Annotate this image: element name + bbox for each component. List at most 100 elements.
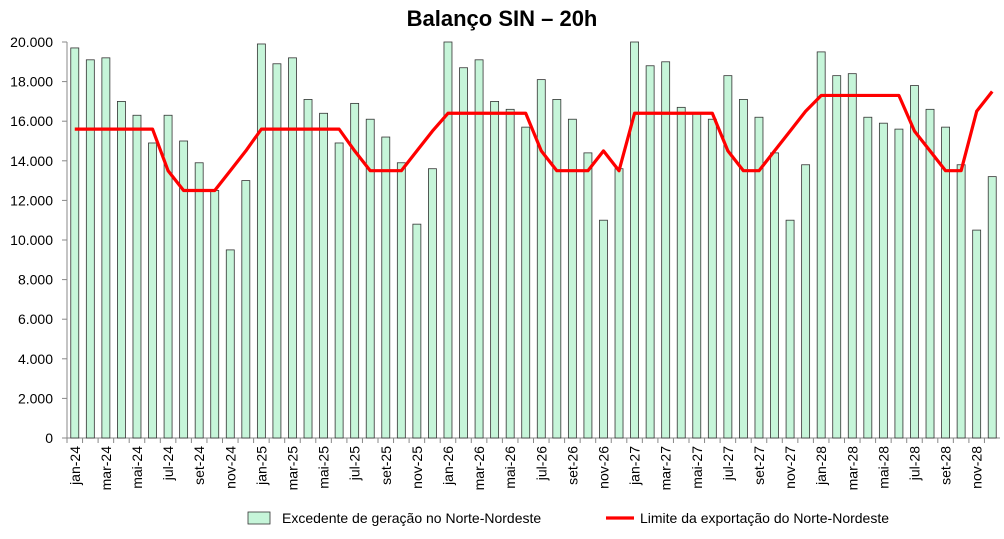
bar bbox=[521, 126, 531, 439]
x-tick-label: jul-27 bbox=[720, 446, 736, 481]
bar bbox=[676, 106, 686, 439]
bar bbox=[941, 126, 950, 439]
bar bbox=[956, 164, 966, 439]
bar bbox=[987, 176, 997, 439]
y-tick-label: 18.000 bbox=[10, 74, 53, 90]
bar bbox=[70, 47, 80, 439]
bar bbox=[894, 128, 904, 439]
bar bbox=[381, 136, 391, 439]
bar bbox=[350, 102, 360, 439]
y-tick-label: 8.000 bbox=[18, 272, 53, 288]
bar bbox=[832, 75, 842, 439]
x-tick-label: nov-28 bbox=[969, 446, 985, 489]
bar bbox=[319, 112, 328, 439]
x-tick-label: jan-26 bbox=[440, 446, 456, 486]
bar bbox=[972, 229, 982, 439]
bar bbox=[163, 114, 173, 439]
chart-title: Balanço SIN – 20h bbox=[407, 6, 598, 31]
x-tick-label: jul-25 bbox=[347, 446, 363, 481]
bar bbox=[692, 112, 702, 439]
bar bbox=[661, 61, 671, 439]
bar bbox=[770, 152, 779, 439]
bar bbox=[599, 219, 608, 439]
bar bbox=[754, 116, 764, 439]
y-tick-label: 14.000 bbox=[10, 153, 53, 169]
bar bbox=[536, 79, 546, 439]
bar bbox=[303, 99, 313, 439]
x-tick-label: jul-24 bbox=[160, 446, 176, 481]
bar bbox=[132, 114, 142, 439]
bar bbox=[117, 101, 126, 439]
bar bbox=[583, 152, 593, 439]
legend-label: Limite da exportação do Norte-Nordeste bbox=[640, 510, 889, 526]
bar bbox=[428, 168, 437, 439]
x-tick-label: jan-24 bbox=[67, 446, 83, 486]
bar bbox=[396, 162, 406, 439]
x-tick-label: mar-28 bbox=[844, 446, 860, 491]
legend-label: Excedente de geração no Norte-Nordeste bbox=[282, 510, 541, 526]
bar bbox=[225, 249, 235, 439]
bar bbox=[505, 108, 515, 439]
y-tick-label: 20.000 bbox=[10, 34, 53, 50]
y-tick-label: 10.000 bbox=[10, 232, 53, 248]
x-tick-label: set-24 bbox=[191, 446, 207, 485]
bar bbox=[614, 168, 624, 439]
bar bbox=[816, 51, 826, 439]
bar bbox=[459, 67, 468, 439]
bar bbox=[85, 59, 95, 439]
bar bbox=[210, 190, 220, 439]
bar bbox=[256, 43, 266, 439]
bar bbox=[925, 108, 935, 439]
bar bbox=[194, 162, 204, 439]
x-tick-label: jul-28 bbox=[906, 446, 922, 481]
y-tick-label: 2.000 bbox=[18, 390, 53, 406]
x-tick-label: jan-27 bbox=[627, 446, 643, 486]
bar bbox=[801, 164, 811, 439]
bar bbox=[365, 118, 375, 439]
bar bbox=[847, 73, 857, 439]
bar bbox=[179, 140, 189, 439]
bar bbox=[148, 142, 157, 439]
bar bbox=[878, 122, 888, 439]
bar bbox=[630, 41, 639, 439]
bar bbox=[474, 59, 484, 439]
x-tick-label: jul-26 bbox=[533, 446, 549, 481]
y-tick-label: 12.000 bbox=[10, 192, 53, 208]
x-tick-label: set-27 bbox=[751, 446, 767, 485]
bar bbox=[241, 180, 251, 439]
bar bbox=[288, 57, 297, 439]
line bbox=[74, 90, 994, 193]
bar bbox=[567, 118, 577, 439]
x-tick-label: nov-26 bbox=[595, 446, 611, 489]
bar bbox=[552, 99, 562, 439]
x-tick-label: mar-27 bbox=[658, 446, 674, 491]
bar bbox=[412, 223, 422, 439]
x-tick-label: mar-25 bbox=[284, 446, 300, 491]
x-tick-label: nov-25 bbox=[409, 446, 425, 489]
bar bbox=[723, 75, 733, 439]
x-tick-label: mar-26 bbox=[471, 446, 487, 491]
x-tick-label: mai-28 bbox=[875, 446, 891, 489]
x-tick-label: set-25 bbox=[378, 446, 394, 485]
bar bbox=[863, 116, 873, 439]
bar bbox=[101, 57, 111, 439]
bar bbox=[443, 41, 453, 439]
bar bbox=[645, 65, 655, 439]
x-tick-label: nov-24 bbox=[222, 446, 238, 489]
x-tick-label: set-28 bbox=[938, 446, 954, 485]
x-tick-label: mai-25 bbox=[316, 446, 332, 489]
x-tick-label: mai-24 bbox=[129, 446, 145, 489]
bar bbox=[272, 63, 282, 439]
x-tick-label: jan-25 bbox=[253, 446, 269, 486]
x-tick-label: mar-24 bbox=[98, 446, 114, 491]
y-tick-label: 6.000 bbox=[18, 311, 53, 327]
x-tick-label: set-26 bbox=[564, 446, 580, 485]
x-tick-label: mai-27 bbox=[689, 446, 705, 489]
x-tick-label: nov-27 bbox=[782, 446, 798, 489]
y-tick-label: 4.000 bbox=[18, 351, 53, 367]
legend-swatch bbox=[247, 511, 271, 525]
bar bbox=[910, 85, 919, 439]
bar bbox=[334, 142, 344, 439]
bar bbox=[490, 101, 500, 439]
